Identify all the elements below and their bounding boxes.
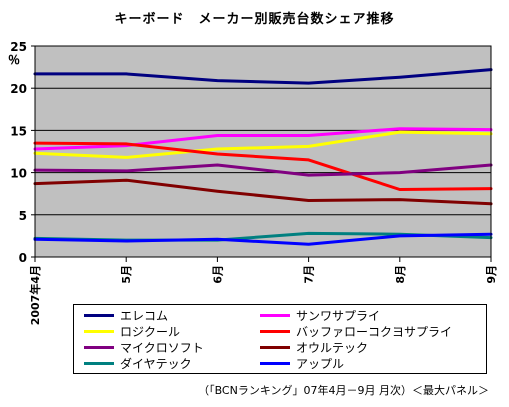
series-line-5 xyxy=(33,178,493,206)
series-line-7 xyxy=(33,232,493,246)
legend-item: ダイヤテック xyxy=(84,355,192,371)
plot-border xyxy=(34,45,492,258)
y-tick-label: 10 xyxy=(10,167,27,181)
y-tick-label: 15 xyxy=(10,124,27,138)
x-tick-label: 6月 xyxy=(211,265,224,284)
legend-label: アップル xyxy=(296,356,345,371)
legend-label: エレコム xyxy=(120,308,169,323)
series-line-0 xyxy=(33,68,493,85)
y-tick-label: 5 xyxy=(19,209,27,223)
y-tick-label: 20 xyxy=(10,82,27,96)
series-line-4 xyxy=(33,163,493,177)
legend-swatch xyxy=(84,345,114,349)
legend-swatch xyxy=(84,329,114,333)
legend-swatch xyxy=(84,361,114,365)
series-line-2 xyxy=(33,130,493,159)
legend-label: ダイヤテック xyxy=(120,356,192,371)
series-line-3 xyxy=(33,141,493,191)
x-tick-label: 8月 xyxy=(394,265,407,284)
legend: エレコム サンワサプライロジクール バッファローコクヨサプライマイクロソフト オウルテ… xyxy=(73,304,487,374)
y-axis-label: ％ xyxy=(8,53,20,67)
source-footnote: （「BCNランキング」07年4月－9月 月次）＜最大パネル＞ xyxy=(198,384,489,397)
legend-label: オウルテック xyxy=(296,340,369,355)
legend-label: ロジクール xyxy=(120,324,181,339)
legend-item: エレコム xyxy=(84,307,168,323)
x-tick-label: 9月 xyxy=(485,265,498,284)
x-tick-label: 7月 xyxy=(303,265,316,284)
x-tick-label: 5月 xyxy=(120,265,133,284)
legend-item: オウルテック xyxy=(260,339,368,355)
series-line-1 xyxy=(33,127,493,151)
chart-title: キーボード メーカー別販売台数シェア推移 xyxy=(114,12,395,27)
legend-item: サンワサプライ xyxy=(260,307,380,323)
legend-label: マイクロソフト xyxy=(120,340,204,355)
y-tick-label: 25 xyxy=(10,40,27,54)
legend-swatch xyxy=(260,345,290,349)
legend-item: バッファローコクヨサプライ xyxy=(260,323,452,339)
legend-label: サンワサプライ xyxy=(296,308,381,323)
legend-label: バッファローコクヨサプライ xyxy=(296,324,453,339)
x-tick-label: 2007年4月 xyxy=(28,265,42,325)
legend-item: マイクロソフト xyxy=(84,339,204,355)
legend-item: ロジクール xyxy=(84,323,180,339)
legend-swatch xyxy=(260,313,290,317)
legend-swatch xyxy=(260,361,290,365)
legend-swatch xyxy=(260,329,290,333)
plot-area xyxy=(35,46,491,257)
legend-item: アップル xyxy=(260,355,344,371)
legend-swatch xyxy=(84,313,114,317)
y-tick-label: 0 xyxy=(19,251,27,265)
